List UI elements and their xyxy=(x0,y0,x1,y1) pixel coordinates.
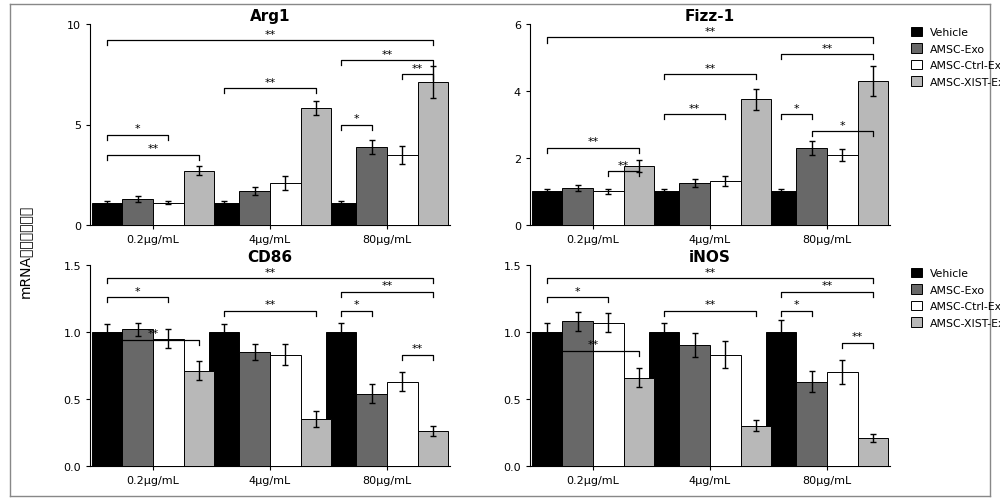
Bar xyxy=(209,203,239,225)
Text: **: ** xyxy=(264,30,276,40)
Text: **: ** xyxy=(412,344,423,353)
Bar xyxy=(766,192,796,225)
Bar xyxy=(827,372,858,466)
Text: *: * xyxy=(135,286,141,296)
Bar xyxy=(624,378,654,466)
Bar xyxy=(270,183,301,225)
Text: **: ** xyxy=(618,160,629,170)
Text: **: ** xyxy=(587,137,599,147)
Bar xyxy=(92,203,122,225)
Text: *: * xyxy=(354,114,359,124)
Bar xyxy=(593,192,624,225)
Bar xyxy=(356,394,387,466)
Text: **: ** xyxy=(147,329,159,339)
Text: mRNA相对表达水平: mRNA相对表达水平 xyxy=(18,204,32,297)
Bar xyxy=(562,189,593,225)
Text: *: * xyxy=(794,300,799,309)
Bar xyxy=(92,332,122,466)
Text: **: ** xyxy=(587,340,599,349)
Bar xyxy=(741,100,771,225)
Bar xyxy=(796,382,827,466)
Text: **: ** xyxy=(704,64,716,74)
Bar xyxy=(796,149,827,225)
Bar xyxy=(679,346,710,466)
Bar xyxy=(301,109,331,225)
Title: CD86: CD86 xyxy=(247,249,293,265)
Bar xyxy=(122,330,153,466)
Text: **: ** xyxy=(704,300,716,309)
Bar xyxy=(356,147,387,225)
Bar xyxy=(858,438,888,466)
Bar xyxy=(387,382,418,466)
Bar xyxy=(301,419,331,466)
Bar xyxy=(532,332,562,466)
Bar xyxy=(209,332,239,466)
Bar xyxy=(562,322,593,466)
Text: **: ** xyxy=(704,268,716,277)
Bar xyxy=(649,192,679,225)
Text: **: ** xyxy=(704,27,716,37)
Bar xyxy=(270,355,301,466)
Bar xyxy=(418,83,448,225)
Text: **: ** xyxy=(381,50,393,60)
Text: **: ** xyxy=(412,64,423,74)
Bar xyxy=(326,332,356,466)
Bar xyxy=(766,332,796,466)
Title: Fizz-1: Fizz-1 xyxy=(685,9,735,24)
Bar xyxy=(239,191,270,225)
Bar xyxy=(593,323,624,466)
Bar xyxy=(184,171,214,225)
Text: *: * xyxy=(135,124,141,134)
Text: **: ** xyxy=(821,281,833,291)
Text: **: ** xyxy=(381,281,393,291)
Text: **: ** xyxy=(264,300,276,309)
Text: *: * xyxy=(794,104,799,114)
Text: **: ** xyxy=(821,44,833,54)
Bar xyxy=(122,199,153,225)
Text: **: ** xyxy=(147,144,159,154)
Title: iNOS: iNOS xyxy=(689,249,731,265)
Bar xyxy=(153,339,184,466)
Bar xyxy=(710,182,741,225)
Bar xyxy=(624,167,654,225)
Text: *: * xyxy=(354,300,359,309)
Bar xyxy=(649,332,679,466)
Bar xyxy=(710,355,741,466)
Bar xyxy=(741,426,771,466)
Text: **: ** xyxy=(852,332,863,341)
Bar xyxy=(827,155,858,225)
Bar xyxy=(858,82,888,225)
Text: *: * xyxy=(839,120,845,130)
Bar xyxy=(532,192,562,225)
Bar xyxy=(239,352,270,466)
Bar xyxy=(184,371,214,466)
Bar xyxy=(679,184,710,225)
Text: **: ** xyxy=(264,78,276,88)
Bar xyxy=(153,203,184,225)
Text: *: * xyxy=(575,286,581,296)
Title: Arg1: Arg1 xyxy=(250,9,290,24)
Text: **: ** xyxy=(264,268,276,277)
Legend: Vehicle, AMSC-Exo, AMSC-Ctrl-Exo, AMSC-XIST-Exo: Vehicle, AMSC-Exo, AMSC-Ctrl-Exo, AMSC-X… xyxy=(910,27,1000,89)
Bar xyxy=(387,155,418,225)
Bar xyxy=(326,203,356,225)
Legend: Vehicle, AMSC-Exo, AMSC-Ctrl-Exo, AMSC-XIST-Exo: Vehicle, AMSC-Exo, AMSC-Ctrl-Exo, AMSC-X… xyxy=(910,267,1000,329)
Text: **: ** xyxy=(689,104,700,114)
Bar xyxy=(418,431,448,466)
